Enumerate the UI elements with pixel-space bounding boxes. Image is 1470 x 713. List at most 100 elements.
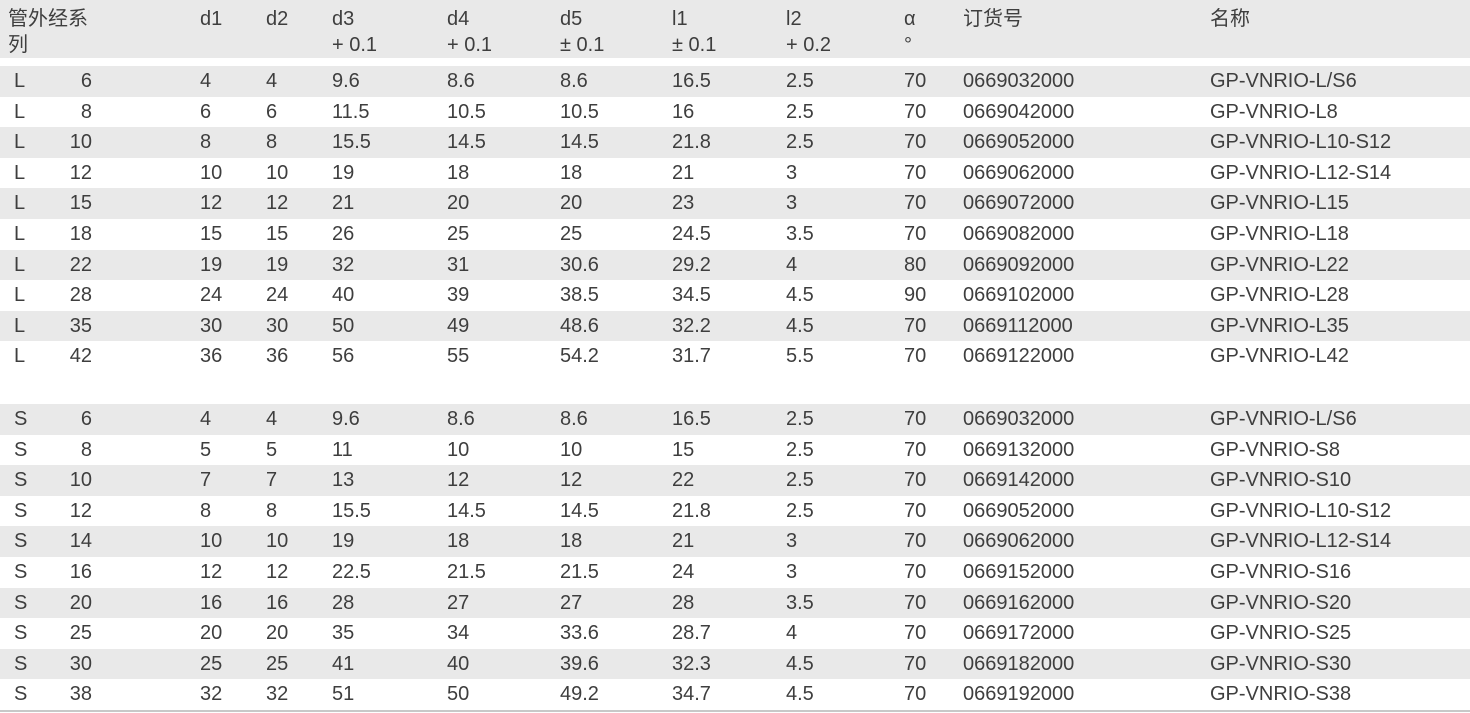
- cell-d5: 14.5: [560, 499, 599, 522]
- cell-alpha: 70: [904, 683, 927, 706]
- column-header-series-label: 管外经系列: [8, 8, 88, 56]
- cell-l2: 4.5: [786, 652, 814, 675]
- cell-l2: 3: [786, 161, 798, 184]
- cell-order-number: 0669102000: [963, 284, 1075, 307]
- cell-l1: 22: [672, 469, 695, 492]
- cell-d3: 35: [332, 622, 355, 645]
- cell-product-name: GP-VNRIO-L/S6: [1210, 70, 1357, 92]
- cell-order-number: 0669092000: [963, 253, 1075, 276]
- cell-d4: 20: [447, 192, 470, 215]
- cell-product-name: GP-VNRIO-S8: [1210, 438, 1341, 461]
- cell-d1: 6: [200, 100, 212, 123]
- column-header-series: 管外经系列: [0, 0, 100, 58]
- column-header-d2: d2: [266, 0, 332, 58]
- cell-series-letter: S: [14, 591, 28, 614]
- column-header-alpha: α °: [899, 0, 963, 58]
- cell-l2: 2.5: [786, 407, 814, 430]
- cell-l1: 31.7: [672, 345, 711, 368]
- column-header-alpha-label: α: [904, 8, 916, 30]
- cell-d5: 54.2: [560, 345, 599, 368]
- cell-d2: 6: [266, 100, 278, 123]
- table-row: S 16 12 12 22.5 21.5 21.5 24 3 70 0669152000 GP-VNR…: [0, 557, 1470, 588]
- column-header-l2: l2 + 0.2: [786, 0, 899, 58]
- cell-order-number: 0669182000: [963, 652, 1075, 675]
- cell-series-letter: S: [14, 683, 28, 706]
- column-header-d5-tolerance: ± 0.1: [560, 34, 605, 56]
- cell-order-number: 0669072000: [963, 192, 1075, 215]
- cell-d1: 4: [200, 70, 212, 92]
- cell-product-name: GP-VNRIO-L18: [1210, 222, 1349, 245]
- cell-d1: 8: [200, 499, 212, 522]
- cell-series-letter: S: [14, 652, 28, 675]
- cell-series-letter: L: [14, 314, 26, 337]
- cell-tube-size: 6: [80, 70, 92, 92]
- cell-series-letter: S: [14, 499, 28, 522]
- cell-series-letter: L: [14, 222, 26, 245]
- cell-product-name: GP-VNRIO-S10: [1210, 469, 1352, 492]
- cell-product-name: GP-VNRIO-S30: [1210, 652, 1352, 675]
- table-row: L 18 15 15 26 25 25 24.5 3.5 70 0669082000 GP-VNRIO…: [0, 219, 1470, 250]
- cell-order-number: 0669052000: [963, 499, 1075, 522]
- cell-l1: 21: [672, 161, 695, 184]
- cell-tube-size: 42: [69, 345, 92, 368]
- cell-d5: 10: [560, 438, 583, 461]
- header-body-gap: [0, 58, 1470, 66]
- cell-l2: 2.5: [786, 70, 814, 92]
- cell-d4: 12: [447, 469, 470, 492]
- cell-product-name: GP-VNRIO-S20: [1210, 591, 1352, 614]
- cell-d2: 12: [266, 192, 289, 215]
- cell-alpha: 70: [904, 469, 927, 492]
- table-bottom-border: [0, 709, 1470, 712]
- cell-d3: 22.5: [332, 560, 371, 583]
- cell-d2: 15: [266, 222, 289, 245]
- cell-order-number: 0669042000: [963, 100, 1075, 123]
- column-header-name-label: 名称: [1210, 8, 1250, 30]
- cell-l2: 2.5: [786, 499, 814, 522]
- cell-d5: 18: [560, 530, 583, 553]
- cell-tube-size: 18: [69, 222, 92, 245]
- cell-l2: 4.5: [786, 314, 814, 337]
- cell-d5: 27: [560, 591, 583, 614]
- cell-d4: 50: [447, 683, 470, 706]
- cell-series-letter: S: [14, 622, 28, 645]
- column-header-l1-tolerance: ± 0.1: [672, 34, 717, 56]
- cell-series-letter: L: [14, 284, 26, 307]
- table-row: S 20 16 16 28 27 27 28 3.5 70 0669162000 GP-VNRIO-S…: [0, 587, 1470, 619]
- column-header-d1-label: d1: [200, 8, 223, 30]
- cell-d4: 34: [447, 622, 470, 645]
- table-row: S 12 8 8 15.5 14.5 14.5 21.8 2.5 70 0669052000 GP-V…: [0, 496, 1470, 527]
- cell-l1: 21.8: [672, 499, 711, 522]
- column-header-order-number-label: 订货号: [963, 8, 1023, 30]
- table-row: S 14 10 10 19 18 18 21 3 70 0669062000 GP-VNRIO-L12…: [0, 526, 1470, 557]
- cell-alpha: 70: [904, 438, 927, 461]
- cell-d2: 4: [266, 407, 278, 430]
- cell-d2: 19: [266, 253, 289, 276]
- cell-d3: 50: [332, 314, 355, 337]
- cell-d3: 9.6: [332, 407, 360, 430]
- cell-l2: 4: [786, 622, 798, 645]
- cell-tube-size: 22: [69, 253, 92, 276]
- cell-product-name: GP-VNRIO-L22: [1210, 253, 1349, 276]
- table-row: S 8 5 5 11 10 10 15 2.5 70 0669132000 GP-VNRIO-S8: [0, 435, 1470, 466]
- cell-tube-size: 15: [69, 192, 92, 215]
- cell-d5: 18: [560, 161, 583, 184]
- cell-d3: 40: [332, 284, 355, 307]
- table-header-row: 管外经系列 d1 d2 d3 + 0.1 d4 + 0.1 d5 ± 0.1 l…: [0, 0, 1470, 58]
- cell-l1: 29.2: [672, 253, 711, 276]
- column-header-d2-tolerance: [266, 32, 332, 58]
- column-header-d5: d5 ± 0.1: [560, 0, 672, 58]
- cell-l1: 21: [672, 530, 695, 553]
- column-header-d1-tolerance: [200, 32, 266, 58]
- cell-product-name: GP-VNRIO-L12-S14: [1210, 161, 1392, 184]
- cell-l1: 16: [672, 100, 695, 123]
- cell-d3: 32: [332, 253, 355, 276]
- cell-alpha: 70: [904, 499, 927, 522]
- table-row: L 15 12 12 21 20 20 23 3 70 0669072000 GP-VNRIO-L15: [0, 188, 1470, 219]
- cell-d4: 18: [447, 530, 470, 553]
- cell-product-name: GP-VNRIO-L15: [1210, 192, 1349, 215]
- cell-l1: 28.7: [672, 622, 711, 645]
- cell-d1: 15: [200, 222, 223, 245]
- cell-d3: 41: [332, 652, 355, 675]
- cell-d1: 7: [200, 469, 212, 492]
